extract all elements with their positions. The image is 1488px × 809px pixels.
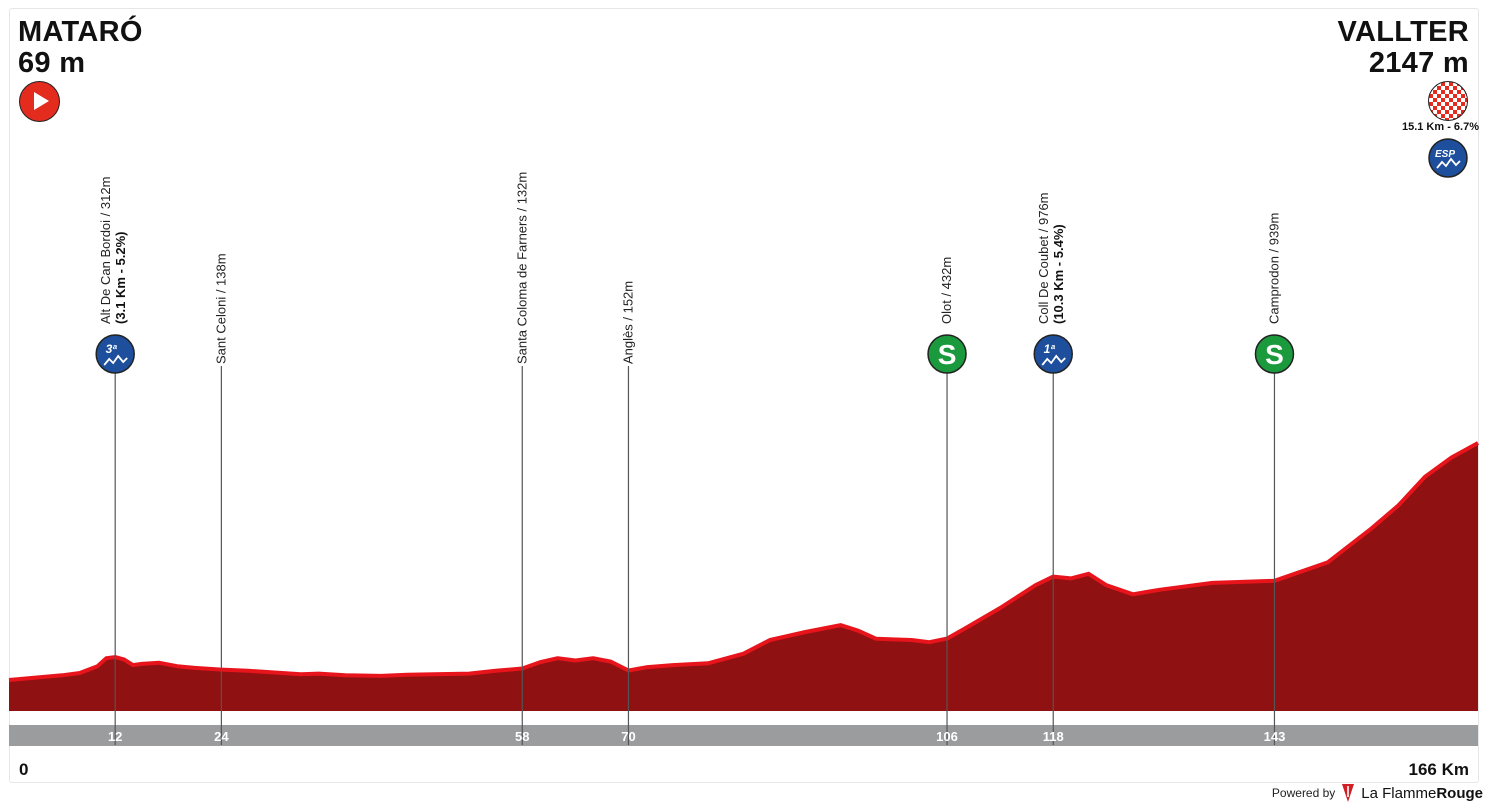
waypoint-km-label: 12: [108, 729, 122, 744]
finish-climb-info: 15.1 Km - 6.7%: [1401, 121, 1479, 133]
waypoint-name-label: Coll De Coubet / 976m: [1036, 192, 1051, 324]
waypoint-name-label: Olot / 432m: [939, 257, 954, 324]
flamme-rouge-logo-icon: [1342, 784, 1355, 802]
especial-category-mountain-icon: ESP: [1428, 138, 1468, 178]
brand-name: La FlammeRouge: [1361, 784, 1483, 802]
finish-altitude: 2147 m: [1368, 47, 1469, 79]
elevation-edge: [8, 441, 1479, 682]
elevation-area: [9, 443, 1478, 711]
waypoint-name-label: Alt De Can Bordoi / 312m: [98, 177, 113, 324]
chart-frame: [9, 8, 1479, 783]
checkered-flag-icon: [1428, 81, 1468, 121]
powered-by-text: Powered by: [1271, 786, 1336, 800]
waypoint-km-label: 118: [1043, 729, 1064, 744]
start-play-icon: [19, 81, 60, 122]
km-axis-band: [9, 725, 1478, 746]
waypoint-km-label: 106: [936, 729, 958, 744]
finish-city: VALLTER: [1337, 16, 1469, 48]
waypoint-km-label: 58: [515, 729, 529, 744]
waypoint-climb-detail: (10.3 Km - 5.4%): [1051, 224, 1066, 324]
sprint-icon: [1254, 334, 1295, 374]
axis-end-km: 166 Km: [1408, 760, 1469, 779]
waypoint-name-label: Anglès / 152m: [620, 281, 635, 364]
mountain-glyph: [103, 354, 128, 366]
sprint-badge-label: S: [938, 339, 957, 370]
axis-start-km: 0: [19, 760, 29, 779]
start-altitude: 69 m: [18, 47, 86, 79]
sprint-badge-label: S: [1265, 339, 1284, 370]
waypoint-name-label: Santa Coloma de Farners / 132m: [514, 172, 529, 364]
powered-by: Powered by La FlammeRouge: [1272, 783, 1483, 803]
esp-badge-label: ESP: [1435, 149, 1455, 160]
waypoint-km-label: 24: [214, 729, 229, 744]
waypoint-name-label: Sant Celoni / 138m: [213, 253, 228, 364]
waypoint-climb-detail: (3.1 Km - 5.2%): [113, 232, 128, 324]
start-city: MATARÓ: [18, 16, 143, 48]
sprint-icon: [927, 334, 967, 374]
waypoint-name-label: Camprodon / 939m: [1266, 213, 1281, 324]
waypoint-km-label: 143: [1264, 729, 1286, 744]
waypoint-km-label: 70: [621, 729, 635, 744]
mountain-glyph: [1041, 354, 1066, 366]
climb-badge-label: 1ª: [1044, 342, 1056, 356]
climb-badge-label: 3ª: [106, 342, 118, 356]
